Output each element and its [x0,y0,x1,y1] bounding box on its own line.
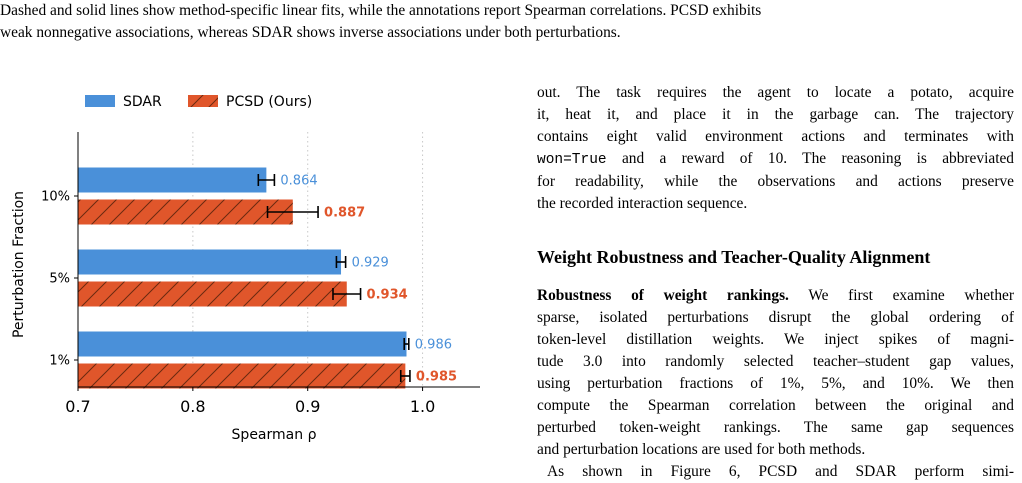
figure-caption-tail: Dashed and solid lines show method-speci… [0,0,1022,44]
section-title: Weight Robustness and Teacher-Quality Al… [537,247,931,267]
body-line-with-code: won=True and a reward of 10. The reasoni… [537,148,1014,171]
body-line: compute the Spearman correlation between… [537,397,1014,414]
value-label: 0.985 [416,370,457,385]
body-line: and perturbation locations are used for … [537,441,866,458]
bar-sdar [78,167,267,193]
body-line: token-level distillation weights. We inj… [537,331,1014,348]
body-line: the recorded interaction sequence. [537,195,748,212]
bar-chart-svg: 0.864 0.887 10% 0.929 0.934 5% 0.986 0.985 1% 0.7… [11,94,480,443]
x-tick-label: 1.0 [410,397,435,416]
y-tick-label: 10% [41,190,70,205]
y-tick-label: 5% [49,272,70,287]
legend-label: SDAR [123,94,162,110]
legend-label: PCSD (Ours) [226,94,312,110]
body-text: and a reward of 10. The reasoning is abb… [606,150,1014,167]
code-inline: won=True [537,152,607,168]
body-line: it, heat it, and place it in the garbage… [537,106,1014,123]
robustness-paragraph: Robustness of weight rankings. We first … [537,285,1014,483]
body-text: We first examine whether [788,287,1014,304]
bar-chart-figure: 0.864 0.887 10% 0.929 0.934 5% 0.986 0.985 1% 0.7… [0,82,500,472]
value-label: 0.986 [415,338,452,353]
body-line: for readability, while the observations … [537,173,1014,190]
body-line: using perturbation fractions of 1%, 5%, … [537,375,1014,392]
value-label: 0.887 [324,206,365,221]
bar-sdar [78,249,342,275]
x-tick-label: 0.7 [65,397,90,416]
bar-hatch [78,363,406,389]
body-line: perturbed token-weight rankings. The sam… [537,419,1014,436]
body-line-with-heading: Robustness of weight rankings. We first … [537,285,1014,307]
body-line: As shown in Figure 6, PCSD and SDAR perf… [547,463,1014,480]
body-line: sparse, isolated perturbations disrupt t… [537,309,1014,326]
value-label: 0.934 [367,288,408,303]
legend-swatch-hatch [188,95,218,107]
value-label: 0.929 [352,256,389,271]
y-axis-label: Perturbation Fraction [11,191,27,338]
bar-hatch [78,199,293,225]
x-tick-label: 0.8 [180,397,205,416]
y-tick-label: 1% [49,354,70,369]
caption-line: weak nonnegative associations, whereas S… [0,24,621,41]
legend-swatch [85,95,115,107]
body-line: out. The task requires the agent to loca… [537,84,1014,101]
caption-line: Dashed and solid lines show method-speci… [0,2,762,19]
paragraph-heading: Robustness of weight rankings. [537,287,789,304]
body-line: tude 3.0 into randomly selected teacher–… [537,353,1014,370]
body-line: contains eight valid environment actions… [537,128,1014,145]
x-tick-label: 0.9 [295,397,320,416]
value-label: 0.864 [280,174,317,189]
x-axis-label: Spearman ρ [232,427,317,443]
bar-sdar [78,331,407,357]
intro-paragraph: out. The task requires the agent to loca… [537,82,1014,215]
bar-hatch [78,281,347,307]
